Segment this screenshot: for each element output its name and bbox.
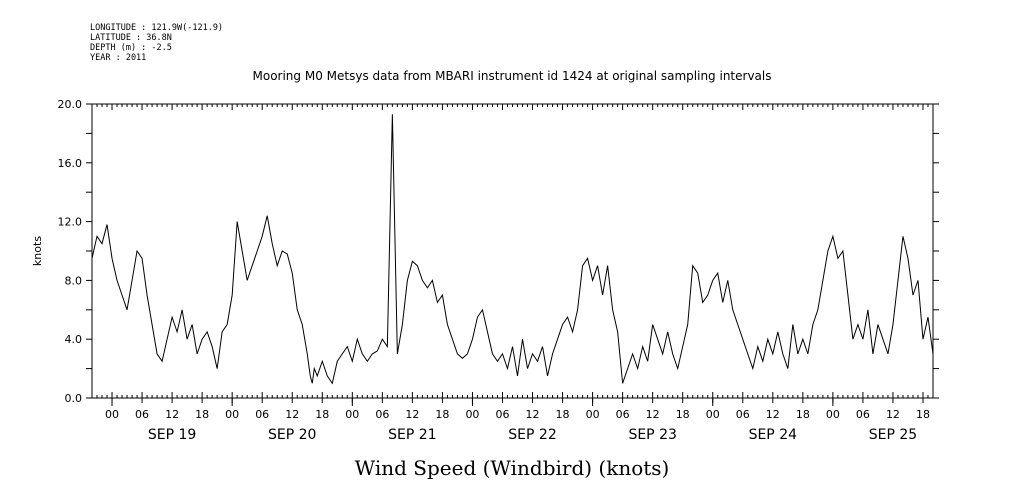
- day-labels: SEP 19 SEP 20 SEP 21 SEP 22 SEP 23 SEP 24 SEP …: [148, 427, 917, 443]
- x-tick-label: 06: [856, 408, 870, 421]
- meta-longitude: LONGITUDE : 121.9W(-121.9): [90, 23, 223, 33]
- x-tick-label: 12: [646, 408, 660, 421]
- meta-year: YEAR : 2011: [90, 53, 146, 63]
- x-tick-label: 06: [255, 408, 269, 421]
- x-tick-labels: 00 06 12 18 00 06 12 18 00 06 12 18 00 06 12 18 00 06 12 18…: [105, 408, 930, 421]
- x-tick-label: 12: [526, 408, 540, 421]
- x-axis-label: Wind Speed (Windbird) (knots): [355, 456, 670, 480]
- x-tick-label: 06: [135, 408, 149, 421]
- x-tick-label: 06: [616, 408, 630, 421]
- metadata-block: LONGITUDE : 121.9W(-121.9) LATITUDE : 36…: [90, 23, 223, 63]
- x-tick-label: 18: [796, 408, 810, 421]
- y-tick-label: 4.0: [65, 333, 83, 346]
- x-tick-label: 06: [375, 408, 389, 421]
- x-tick-label: 00: [225, 408, 239, 421]
- x-tick-label: 12: [766, 408, 780, 421]
- y-tick-label: 20.0: [58, 98, 83, 111]
- y-tick-label: 16.0: [58, 157, 83, 170]
- y-tick-label: 8.0: [65, 274, 83, 287]
- x-tick-label: 06: [736, 408, 750, 421]
- x-tick-label: 12: [285, 408, 299, 421]
- y-axis-label: knots: [31, 236, 44, 266]
- y-tick-labels: 0.0 4.0 8.0 12.0 16.0 20.0: [58, 98, 83, 405]
- day-label: SEP 25: [869, 427, 917, 443]
- x-tick-label: 18: [315, 408, 329, 421]
- x-tick-label: 18: [195, 408, 209, 421]
- x-tick-label: 18: [435, 408, 449, 421]
- x-tick-label: 00: [105, 408, 119, 421]
- day-label: SEP 22: [508, 427, 556, 443]
- x-tick-label: 12: [405, 408, 419, 421]
- y-tick-label: 0.0: [65, 392, 83, 405]
- x-tick-label: 18: [556, 408, 570, 421]
- tick-marks: [86, 103, 939, 406]
- meta-latitude: LATITUDE : 36.8N: [90, 33, 172, 43]
- y-tick-label: 12.0: [58, 216, 83, 229]
- x-tick-label: 00: [706, 408, 720, 421]
- x-tick-label: 06: [495, 408, 509, 421]
- x-tick-label: 18: [916, 408, 930, 421]
- day-label: SEP 21: [388, 427, 436, 443]
- x-tick-label: 12: [886, 408, 900, 421]
- wind-speed-series-line: [91, 114, 934, 385]
- x-tick-label: 00: [586, 408, 600, 421]
- x-tick-label: 00: [345, 408, 359, 421]
- chart-title: Mooring M0 Metsys data from MBARI instru…: [253, 69, 772, 83]
- meta-depth: DEPTH (m) : -2.5: [90, 43, 172, 53]
- day-label: SEP 23: [628, 427, 676, 443]
- plot-frame: [91, 103, 934, 399]
- x-tick-label: 00: [826, 408, 840, 421]
- day-label: SEP 24: [749, 427, 798, 443]
- day-label: SEP 19: [148, 427, 196, 443]
- x-tick-label: 12: [165, 408, 179, 421]
- x-tick-label: 00: [465, 408, 479, 421]
- x-tick-label: 18: [676, 408, 690, 421]
- day-label: SEP 20: [268, 427, 316, 443]
